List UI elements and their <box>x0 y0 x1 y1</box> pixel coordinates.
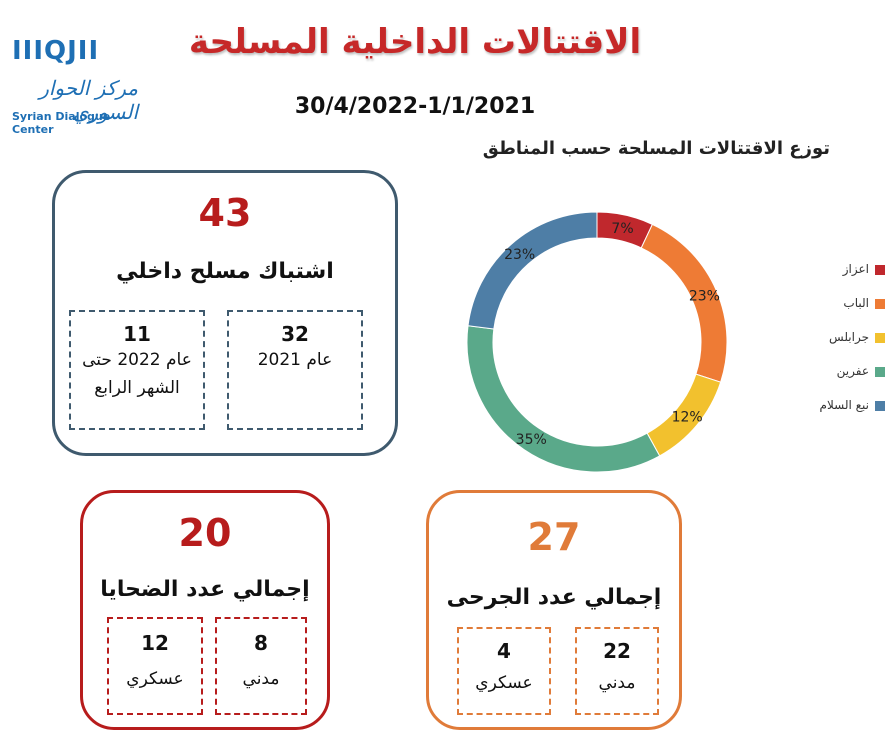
clashes-2022-box: 11 عام 2022 حتى الشهر الرابع <box>69 310 205 430</box>
clashes-2022-text: عام 2022 حتى الشهر الرابع <box>82 350 192 398</box>
clashes-2022-value: 11 <box>123 322 151 346</box>
page-title: الاقتتالات الداخلية المسلحة <box>188 22 642 62</box>
legend-label-3: عفرين <box>836 364 869 378</box>
legend-swatch-0 <box>875 264 885 275</box>
injured-label: إجمالي عدد الجرحى <box>446 585 662 610</box>
donut-label-2: 12% <box>672 410 703 426</box>
clashes-card: 43 اشتباك مسلح داخلي 32 عام 2021 11 عام … <box>52 170 398 456</box>
donut-slice-4 <box>467 211 598 330</box>
deaths-civilian-box: 8 مدني <box>215 617 307 715</box>
injured-civilian-box: 22 مدني <box>575 627 659 715</box>
deaths-total: 20 <box>178 511 232 555</box>
deaths-military-box: 12 عسكري <box>107 617 203 715</box>
clashes-2021-value: 32 <box>281 322 309 346</box>
logo: IIIQJII مركز الحوار السوري Syrian Dialog… <box>8 30 138 140</box>
donut-label-0: 7% <box>611 221 633 237</box>
deaths-military-value: 12 <box>141 631 169 655</box>
donut-label-3: 35% <box>516 432 547 448</box>
legend-item-0: اعزاز <box>800 262 885 288</box>
injured-military-box: 4 عسكري <box>457 627 551 715</box>
clashes-label: اشتباك مسلح داخلي <box>116 259 334 284</box>
injured-card: 27 إجمالي عدد الجرحى 22 مدني 4 عسكري <box>426 490 682 730</box>
deaths-military-text: عسكري <box>126 669 184 689</box>
injured-military-value: 4 <box>497 639 511 663</box>
logo-arabic-name: مركز الحوار السوري <box>39 76 138 124</box>
clashes-total: 43 <box>198 191 252 235</box>
injured-civilian-text: مدني <box>598 673 636 693</box>
donut-chart: 7% 23% 12% 35% 23% <box>466 211 728 473</box>
chart-title: توزع الاقتتالات المسلحة حسب المناطق <box>482 138 830 159</box>
legend-label-1: الباب <box>843 296 869 310</box>
legend-swatch-4 <box>875 400 885 411</box>
legend-item-3: عفرين <box>800 364 885 390</box>
clashes-2021-text: عام 2021 <box>257 350 333 370</box>
donut-slice-3 <box>466 325 661 473</box>
legend-label-0: اعزاز <box>842 262 869 276</box>
legend-label-4: نبع السلام <box>819 398 869 412</box>
donut-labels: 7% 23% 12% 35% 23% <box>504 221 720 448</box>
donut-label-1: 23% <box>689 289 720 305</box>
legend-item-2: جرابلس <box>800 330 885 356</box>
legend-label-2: جرابلس <box>829 330 869 344</box>
legend-item-1: الباب <box>800 296 885 322</box>
donut-slices <box>466 211 728 473</box>
deaths-civilian-text: مدني <box>242 669 280 689</box>
legend-swatch-1 <box>875 298 885 309</box>
legend-item-4: نبع السلام <box>800 398 885 424</box>
logo-english-name: Syrian Dialogue Center <box>12 110 111 136</box>
injured-total: 27 <box>527 515 581 559</box>
legend-swatch-3 <box>875 366 885 377</box>
deaths-card: 20 إجمالي عدد الضحايا 8 مدني 12 عسكري <box>80 490 330 730</box>
donut-label-4: 23% <box>504 247 535 263</box>
legend-swatch-2 <box>875 332 885 343</box>
deaths-civilian-value: 8 <box>254 631 268 655</box>
clashes-2021-box: 32 عام 2021 <box>227 310 363 430</box>
logo-mark: IIIQJII <box>12 36 100 66</box>
injured-civilian-value: 22 <box>603 639 631 663</box>
injured-military-text: عسكري <box>475 673 533 693</box>
deaths-label: إجمالي عدد الضحايا <box>100 577 310 602</box>
chart-legend: اعزاز الباب جرابلس عفرين نبع السلام <box>800 262 885 432</box>
date-range: 30/4/2022-1/1/2021 <box>294 94 536 119</box>
